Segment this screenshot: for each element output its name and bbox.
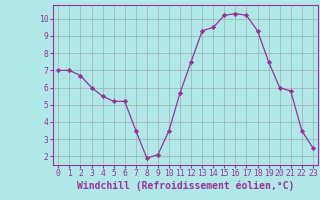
X-axis label: Windchill (Refroidissement éolien,°C): Windchill (Refroidissement éolien,°C) bbox=[77, 181, 294, 191]
